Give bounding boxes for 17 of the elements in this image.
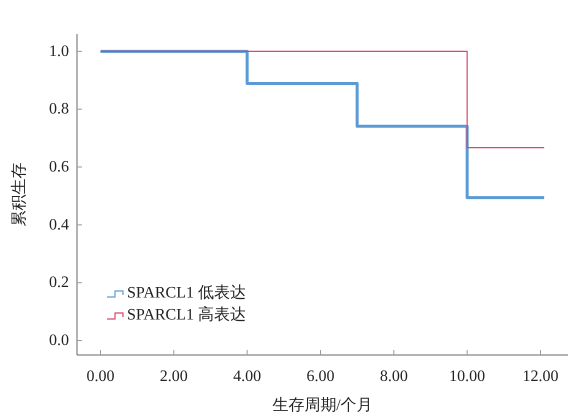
y-tick-label: 0.2 [49,274,69,292]
x-tick-label: 2.00 [160,368,188,385]
x-tick-label: 12.00 [522,368,558,385]
x-tick-label: 10.00 [449,368,486,385]
x-tick-label: 8.00 [380,368,408,385]
x-axis-title: 生存周期/个月 [272,396,373,414]
y-tick-label: 1.0 [49,42,69,60]
y-tick-label: 0.8 [49,100,69,118]
y-tick-label: 0.0 [49,332,69,350]
legend-label: SPARCL1 高表达 [127,306,246,324]
y-tick-label: 0.6 [49,158,69,176]
legend-label: SPARCL1 低表达 [127,284,246,302]
y-axis-title: 累积生存 [10,162,28,226]
x-tick-label: 4.00 [233,368,262,385]
x-tick-label: 0.00 [86,368,114,385]
y-tick-label: 0.4 [49,216,69,234]
x-tick-label: 6.00 [306,368,334,385]
